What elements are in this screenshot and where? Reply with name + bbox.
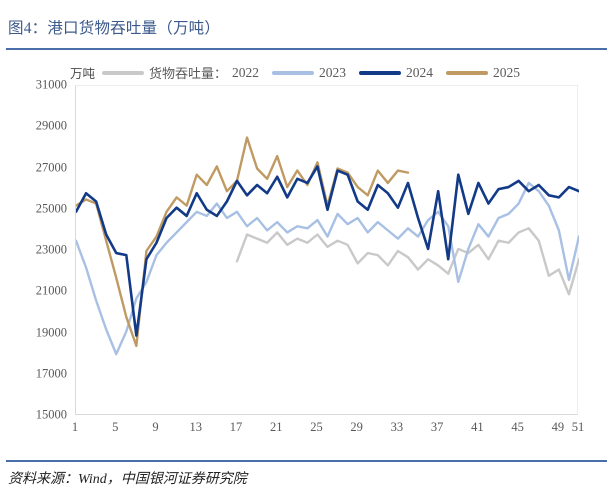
y-tick-label: 21000 [35, 283, 67, 298]
legend-label-2022: 2022 [232, 64, 260, 80]
x-tick-label: 21 [269, 420, 283, 434]
x-tick-label: 9 [152, 420, 159, 434]
y-tick-label: 19000 [35, 325, 67, 339]
x-tick-label: 1 [71, 420, 79, 434]
legend-label-2023: 2023 [319, 64, 347, 80]
legend-swatch-2024 [359, 70, 402, 75]
y-tick-label: 15000 [35, 407, 67, 422]
y-axis-unit-label: 万吨 [70, 67, 96, 81]
legend-item-2023[interactable]: 2023 [272, 65, 359, 81]
figure-header: 图4：港口货物吞吐量（万吨） [0, 8, 613, 50]
chart-legend: 万吨 货物吞吐量： 2022 2023 2024 2025 [70, 63, 533, 82]
y-axis-labels: 15000 17000 19000 21000 23000 25000 27000 29000… [0, 78, 73, 422]
source-note: 资料来源：Wind，中国银河证券研究院 [8, 472, 247, 487]
x-tick-label: 29 [350, 420, 363, 434]
x-tick-label: 41 [471, 420, 484, 434]
x-tick-label: 13 [189, 420, 202, 434]
legend-swatch-2025 [446, 70, 489, 75]
page-title: 图4：港口货物吞吐量（万吨） [8, 20, 221, 37]
series-line-2024 [76, 165, 579, 337]
x-tick-label: 45 [511, 420, 524, 434]
y-tick-label: 31000 [35, 77, 67, 92]
y-tick-label: 17000 [35, 366, 67, 381]
x-tick-label: 49 [551, 420, 565, 434]
x-tick-label: 5 [112, 420, 119, 434]
x-tick-label: 51 [571, 420, 585, 434]
legend-item-2022[interactable]: 货物吞吐量： 2022 [102, 63, 272, 82]
plot-area [75, 85, 579, 415]
series-line-2022 [235, 227, 579, 296]
x-tick-label: 25 [310, 420, 323, 434]
legend-label-2024: 2024 [406, 64, 434, 80]
title-divider [6, 48, 607, 50]
y-tick-label: 27000 [35, 160, 67, 174]
legend-prefix: 货物吞吐量： [149, 66, 228, 81]
legend-item-2024[interactable]: 2024 [359, 65, 446, 81]
y-tick-label: 23000 [35, 242, 67, 257]
chart-container: 万吨 货物吞吐量： 2022 2023 2024 2025 15000 17000… [0, 52, 613, 452]
series-line-2025 [76, 136, 410, 348]
legend-label-2025: 2025 [493, 64, 521, 80]
footer-divider [6, 460, 607, 462]
legend-swatch-2023 [272, 70, 315, 75]
legend-swatch-2022 [102, 70, 145, 75]
x-axis-labels: 1 5 9 13 17 21 25 29 33 37 41 45 49 51 [71, 420, 584, 444]
legend-item-2025[interactable]: 2025 [446, 65, 533, 81]
series-line-2023 [76, 181, 579, 356]
y-tick-label: 29000 [35, 118, 67, 133]
series-lines [76, 136, 579, 356]
x-tick-label: 37 [430, 420, 444, 434]
x-tick-label: 33 [390, 420, 404, 434]
y-tick-label: 25000 [35, 201, 67, 216]
x-tick-label: 17 [229, 420, 243, 434]
